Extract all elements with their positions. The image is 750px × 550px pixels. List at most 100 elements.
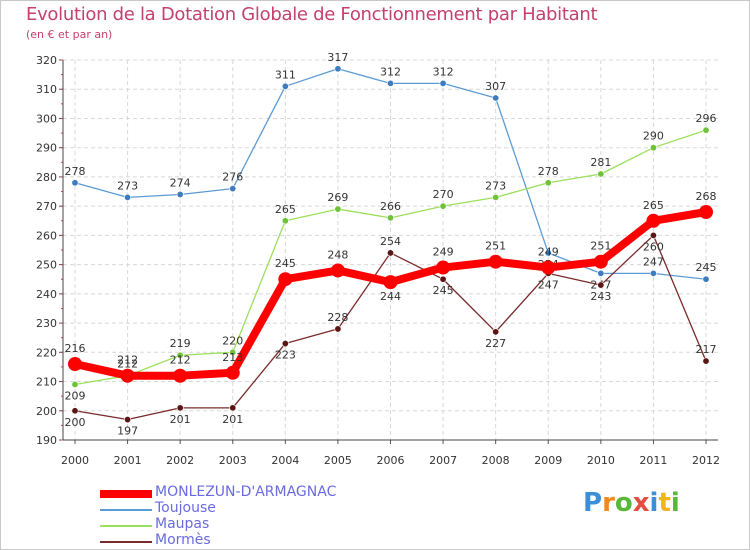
data-point-toujouse bbox=[544, 249, 552, 257]
data-point-morm-s bbox=[229, 404, 237, 412]
x-tick-label: 2002 bbox=[166, 454, 194, 467]
data-label-maupas: 273 bbox=[485, 179, 506, 192]
x-tick-label: 2003 bbox=[219, 454, 247, 467]
x-tick-label: 2010 bbox=[587, 454, 615, 467]
data-point-morm-s bbox=[281, 340, 289, 348]
proxiti-logo: Proxiti bbox=[583, 488, 680, 518]
data-label-maupas: 220 bbox=[222, 334, 243, 347]
data-label-monlezun-d-armagnac: 265 bbox=[643, 199, 664, 212]
data-point-toujouse bbox=[281, 82, 289, 90]
data-point-toujouse bbox=[649, 269, 657, 277]
data-label-toujouse: 274 bbox=[170, 176, 191, 189]
data-label-morm-s: 197 bbox=[117, 425, 138, 438]
logo-letter: P bbox=[583, 488, 603, 518]
data-point-monlezun-d-armagnac bbox=[330, 263, 345, 278]
data-point-morm-s bbox=[597, 281, 605, 289]
data-label-monlezun-d-armagnac: 251 bbox=[590, 240, 611, 253]
data-point-monlezun-d-armagnac bbox=[541, 260, 556, 275]
data-point-toujouse bbox=[334, 65, 342, 73]
data-label-morm-s: 254 bbox=[380, 235, 401, 248]
data-point-maupas bbox=[439, 202, 447, 210]
x-tick-label: 2005 bbox=[324, 454, 352, 467]
data-point-toujouse bbox=[71, 179, 79, 187]
data-label-monlezun-d-armagnac: 268 bbox=[696, 190, 717, 203]
legend-swatch-toujouse bbox=[100, 509, 152, 511]
y-tick-label: 250 bbox=[36, 259, 57, 272]
legend-label-toujouse: Toujouse bbox=[155, 500, 216, 516]
data-label-monlezun-d-armagnac: 245 bbox=[275, 257, 296, 270]
data-point-toujouse bbox=[176, 190, 184, 198]
data-point-maupas bbox=[544, 179, 552, 187]
data-point-monlezun-d-armagnac bbox=[278, 272, 293, 287]
data-point-monlezun-d-armagnac bbox=[68, 357, 82, 371]
y-tick-label: 260 bbox=[36, 229, 57, 242]
data-point-maupas bbox=[281, 217, 289, 225]
y-tick-label: 320 bbox=[36, 54, 57, 67]
data-label-morm-s: 228 bbox=[327, 311, 348, 324]
data-point-toujouse bbox=[229, 185, 237, 193]
y-tick-label: 220 bbox=[36, 346, 57, 359]
data-point-monlezun-d-armagnac bbox=[699, 205, 713, 219]
data-label-maupas: 270 bbox=[433, 188, 454, 201]
data-label-maupas: 269 bbox=[327, 191, 348, 204]
data-point-monlezun-d-armagnac bbox=[173, 368, 188, 383]
data-label-toujouse: 245 bbox=[696, 261, 717, 274]
data-label-toujouse: 276 bbox=[222, 171, 243, 184]
data-label-monlezun-d-armagnac: 249 bbox=[538, 246, 559, 259]
y-tick-label: 280 bbox=[36, 171, 57, 184]
data-label-monlezun-d-armagnac: 213 bbox=[222, 351, 243, 364]
y-tick-label: 270 bbox=[36, 200, 57, 213]
y-tick-label: 230 bbox=[36, 317, 57, 330]
data-label-maupas: 296 bbox=[696, 112, 717, 125]
data-point-morm-s bbox=[492, 328, 500, 336]
data-label-monlezun-d-armagnac: 216 bbox=[65, 342, 86, 355]
data-point-monlezun-d-armagnac bbox=[488, 254, 503, 269]
data-point-monlezun-d-armagnac bbox=[646, 213, 661, 228]
y-tick-label: 310 bbox=[36, 83, 57, 96]
data-point-monlezun-d-armagnac bbox=[225, 365, 240, 380]
data-point-maupas bbox=[597, 170, 605, 178]
data-label-morm-s: 201 bbox=[222, 413, 243, 426]
data-label-morm-s: 245 bbox=[433, 284, 454, 297]
logo-letter: t bbox=[658, 488, 671, 518]
data-label-toujouse: 312 bbox=[433, 65, 454, 78]
data-label-morm-s: 201 bbox=[170, 413, 191, 426]
data-label-monlezun-d-armagnac: 249 bbox=[433, 246, 454, 259]
chart-title: Evolution de la Dotation Globale de Fonc… bbox=[26, 4, 598, 25]
data-label-morm-s: 223 bbox=[275, 349, 296, 362]
data-point-toujouse bbox=[597, 269, 605, 277]
x-tick-label: 2000 bbox=[61, 454, 89, 467]
data-label-monlezun-d-armagnac: 212 bbox=[117, 354, 138, 367]
data-label-morm-s: 227 bbox=[485, 337, 506, 350]
data-label-toujouse: 307 bbox=[485, 80, 506, 93]
data-label-maupas: 265 bbox=[275, 203, 296, 216]
data-point-morm-s bbox=[176, 404, 184, 412]
x-tick-label: 2009 bbox=[534, 454, 562, 467]
data-point-maupas bbox=[71, 380, 79, 388]
data-label-toujouse: 273 bbox=[117, 179, 138, 192]
chart-subtitle: (en € et par an) bbox=[26, 28, 113, 41]
data-point-maupas bbox=[649, 144, 657, 152]
data-label-monlezun-d-armagnac: 251 bbox=[485, 240, 506, 253]
data-label-toujouse: 312 bbox=[380, 65, 401, 78]
x-tick-label: 2011 bbox=[639, 454, 667, 467]
y-tick-label: 240 bbox=[36, 288, 57, 301]
data-label-toujouse: 311 bbox=[275, 68, 296, 81]
y-tick-label: 200 bbox=[36, 405, 57, 418]
legend-swatch-monlezun bbox=[100, 490, 152, 498]
data-point-maupas bbox=[702, 126, 710, 134]
data-point-morm-s bbox=[124, 416, 132, 424]
data-label-morm-s: 260 bbox=[643, 240, 664, 253]
y-tick-label: 190 bbox=[36, 434, 57, 447]
logo-letter: x bbox=[632, 488, 650, 518]
logo-letter: r bbox=[602, 488, 615, 518]
data-point-maupas bbox=[386, 214, 394, 222]
y-tick-label: 300 bbox=[36, 112, 57, 125]
data-point-maupas bbox=[229, 348, 237, 356]
data-label-maupas: 281 bbox=[590, 156, 611, 169]
data-label-morm-s: 247 bbox=[538, 278, 559, 291]
x-tick-label: 2012 bbox=[692, 454, 720, 467]
data-label-morm-s: 243 bbox=[590, 290, 611, 303]
data-point-morm-s bbox=[439, 275, 447, 283]
